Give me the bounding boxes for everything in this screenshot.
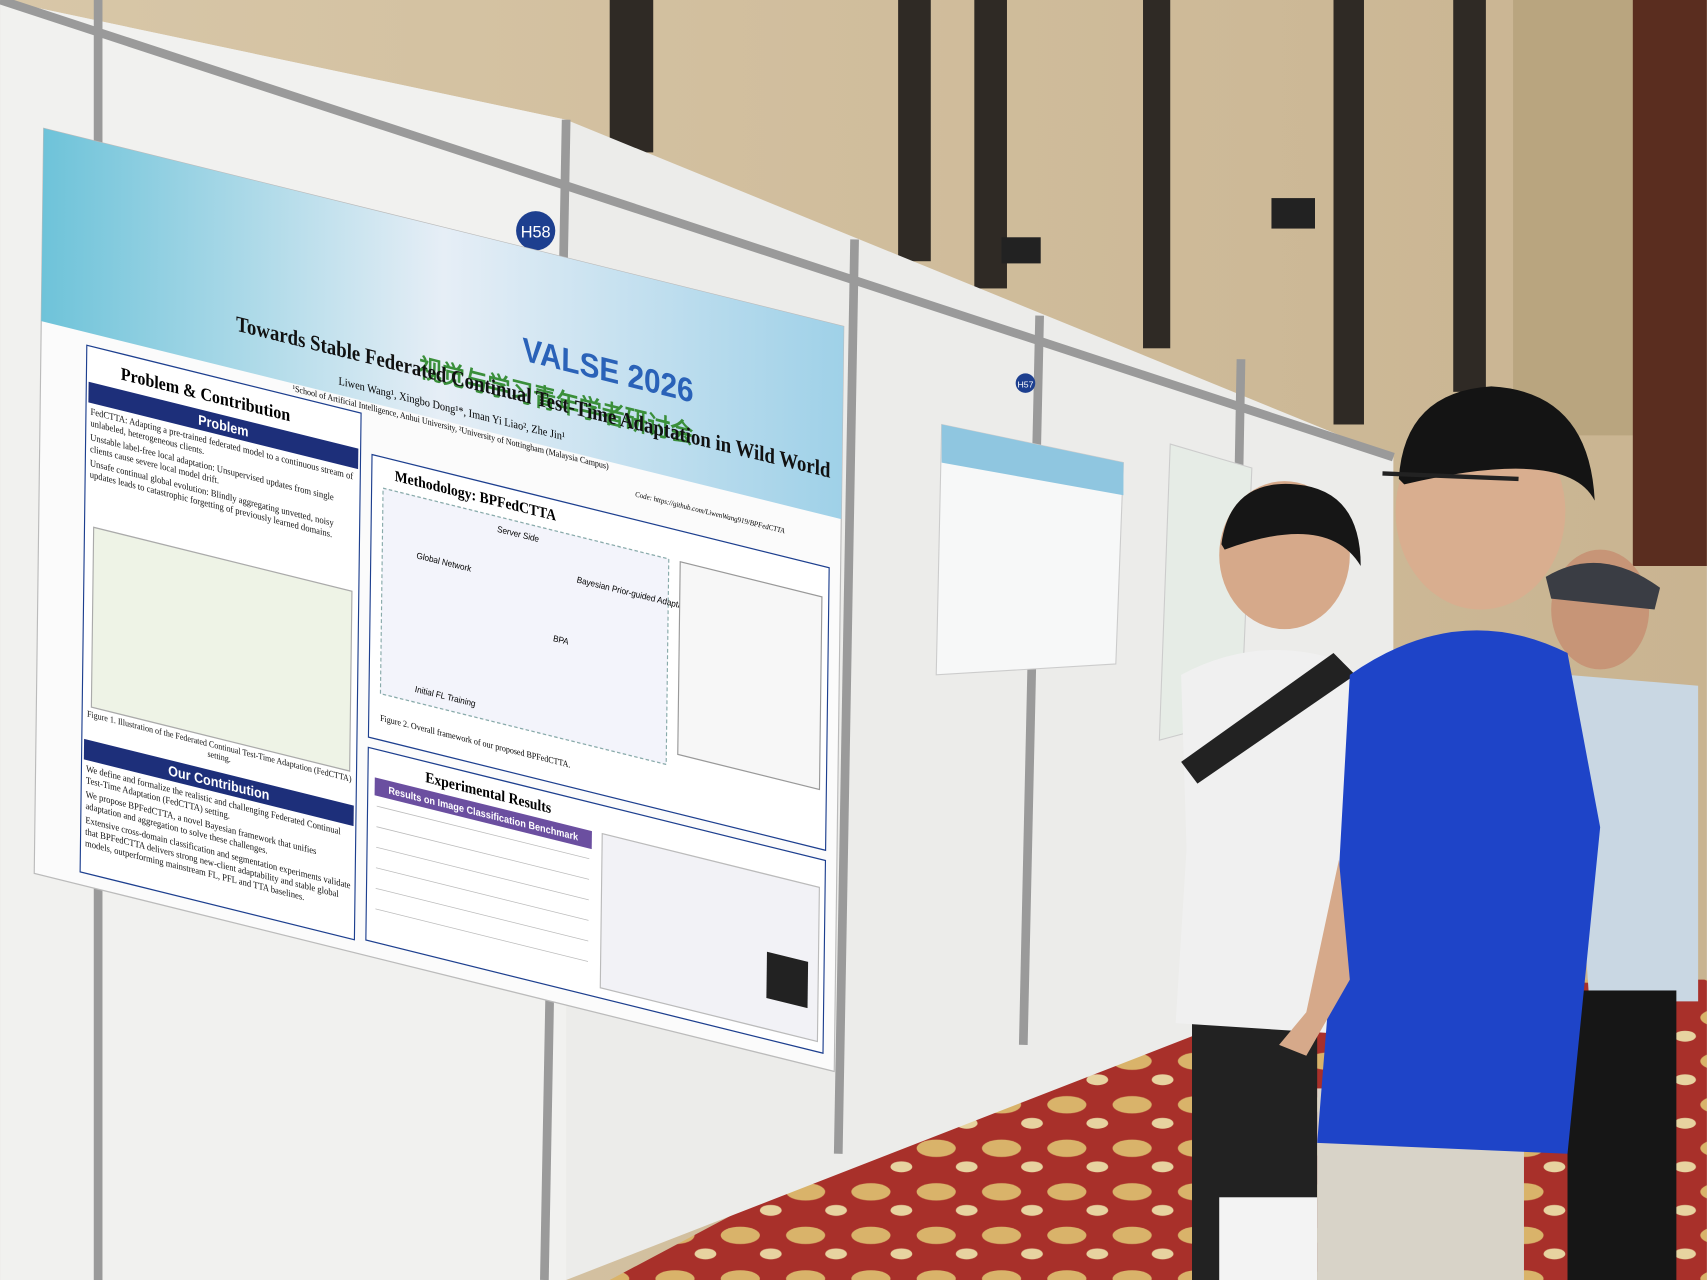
distant-poster-banner xyxy=(941,424,1124,496)
speaker xyxy=(1001,237,1041,264)
door-frame xyxy=(1632,0,1707,566)
main-poster: VALSE 2026 视觉与学习青年学者研讨会 Towards Stable F… xyxy=(33,127,845,1073)
section-bar xyxy=(83,738,354,827)
qr-code xyxy=(766,951,809,1009)
results-table xyxy=(375,805,590,962)
poster-banner xyxy=(41,128,844,520)
speaker xyxy=(1271,198,1315,229)
booth-label: H58 xyxy=(521,223,551,241)
booth-badge xyxy=(516,211,556,251)
method-text-box xyxy=(677,560,823,791)
method-label: BPA xyxy=(553,633,569,647)
results-figures xyxy=(599,832,820,1043)
person-mid-right xyxy=(1545,549,1699,1280)
results-bar xyxy=(374,777,592,850)
booth-label: H57 xyxy=(1018,379,1034,389)
booth-badge xyxy=(1015,373,1036,393)
person-left xyxy=(1175,481,1367,1280)
pillars xyxy=(609,0,1486,425)
panel-top-rail xyxy=(0,0,1395,462)
person-right xyxy=(1219,386,1601,1280)
chandelier-area xyxy=(1513,0,1644,436)
section-bar xyxy=(88,381,359,470)
figure-1 xyxy=(90,526,353,772)
